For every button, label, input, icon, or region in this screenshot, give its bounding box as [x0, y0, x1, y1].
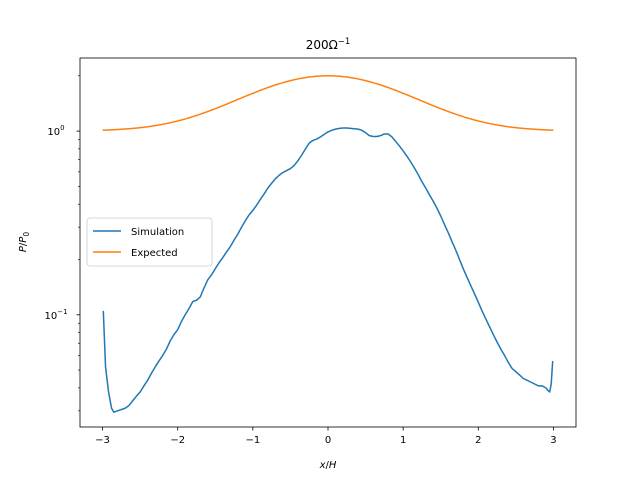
x-axis: −3 −2 −1 0 1 2 3 — [95, 427, 557, 446]
legend: Simulation Expected — [86, 217, 213, 267]
x-tick-label: 2 — [475, 435, 481, 446]
chart-title-exponent: −1 — [338, 37, 351, 47]
x-tick-label: −2 — [170, 435, 185, 446]
legend-label-expected: Expected — [131, 248, 178, 259]
legend-label-simulation: Simulation — [131, 227, 184, 238]
y-axis: 10−1 100 — [44, 75, 80, 412]
series-layer — [102, 75, 554, 413]
x-tick-label: 3 — [550, 435, 556, 446]
x-tick-label: 0 — [325, 435, 331, 446]
series-expected-line — [102, 75, 554, 131]
x-axis-label: x/H — [319, 460, 337, 471]
x-tick-label: 1 — [400, 435, 406, 446]
x-tick-label: −1 — [245, 435, 260, 446]
x-tick-label: −3 — [95, 435, 110, 446]
legend-box — [86, 217, 213, 267]
y-axis-label: P/P0 — [18, 232, 31, 252]
y-tick-label: 100 — [47, 124, 64, 138]
y-tick-label: 10−1 — [44, 308, 67, 322]
series-simulation-line — [102, 127, 554, 413]
chart-title: 200Ω−1 — [306, 37, 351, 52]
